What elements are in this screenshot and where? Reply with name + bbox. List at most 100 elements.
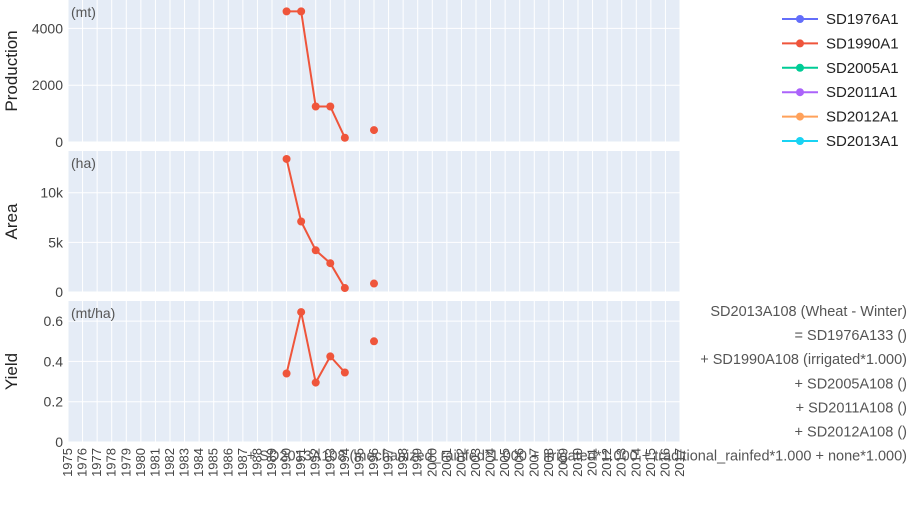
legend-label: SD2011A1 [826,84,897,101]
x-tick-label: 2013 [614,448,629,477]
x-tick-label: 1997 [381,448,396,477]
legend-marker [796,63,804,72]
x-tick-label: 1979 [118,448,133,477]
x-tick-label: 1982 [162,448,177,477]
legend-label: SD1990A1 [826,35,899,52]
data-point [326,352,335,361]
y-tick-label: 0 [55,134,63,150]
data-point [311,378,320,387]
legend-item: SD2005A1 [782,60,899,77]
legend-marker [796,137,804,145]
y-tick-label: 0.6 [44,313,64,329]
x-tick-label: 1995 [351,448,366,477]
y-axis-title: Yield [2,353,21,390]
x-tick-label: 2017 [672,448,687,477]
x-tick-label: 2002 [453,448,468,477]
unit-label: (mt) [71,4,96,20]
x-tick-label: 1981 [147,448,162,477]
x-tick-label: 1989 [264,448,279,477]
x-tick-label: 1985 [206,448,221,477]
y-tick-label: 2000 [32,77,63,93]
data-point [326,259,335,268]
data-point [311,246,320,255]
y-tick-label: 0.2 [44,394,64,410]
x-tick-label: 2006 [512,448,527,477]
unit-label: (ha) [71,155,96,171]
data-point [340,133,349,142]
x-tick-label: 1984 [191,448,206,477]
annotation-line: + SD2005A108 () [795,376,907,392]
x-tick-label: 1999 [410,448,425,477]
data-point [297,7,306,16]
x-tick-label: 2005 [497,448,512,477]
x-tick-label: 1990 [279,448,294,477]
legend-item: SD1990A1 [782,35,899,52]
annotation-line: + SD1990A108 (irrigated*1.000) [700,352,907,368]
y-tick-label: 4000 [32,20,63,36]
x-tick-label: 1977 [89,448,104,477]
x-tick-label: 2010 [570,448,585,477]
x-tick-label: 1986 [220,448,235,477]
data-point [340,368,349,377]
y-tick-label: 0.4 [44,353,64,369]
x-tick-label: 2015 [643,448,658,477]
annotation-line: SD2013A108 (Wheat - Winter) [710,304,907,320]
x-tick-label: 2000 [424,448,439,477]
x-tick-label: 2001 [439,448,454,477]
formula-annotation: SD2013A108 (Wheat - Winter) = SD1976A133 … [247,304,907,465]
data-point [340,284,349,293]
legend-label: SD2005A1 [826,60,899,77]
y-tick-label: 10k [40,185,64,201]
x-tick-label: 1991 [293,448,308,477]
legend-marker [796,39,804,48]
panel-production: 0 2000 4000 (mt) Production [2,0,681,150]
x-tick-label: 1998 [395,448,410,477]
data-point [297,308,306,317]
data-point [370,337,378,346]
unit-label: (mt/ha) [71,305,115,321]
x-tick-label: 1975 [60,448,75,477]
legend-item: SD2012A1 [782,109,899,126]
legend: SD1976A1 SD1990A1 SD2005A1 SD2011A1 SD2012A1… [782,11,899,150]
legend-item: SD1976A1 [782,11,899,28]
x-tick-label: 2007 [526,448,541,477]
x-axis: 1975 1976 1977 1978 1979 1980 1981 1982 1983 1984… [60,448,687,477]
x-tick-label: 2014 [628,448,643,477]
annotation-line: + SD2012A108 () [795,425,907,441]
x-tick-label: 2003 [468,448,483,477]
legend-marker [796,88,804,97]
legend-marker [796,15,804,23]
x-tick-label: 2009 [555,448,570,477]
x-tick-label: 1976 [75,448,90,477]
data-point [326,102,335,111]
x-tick-label: 1980 [133,448,148,477]
x-tick-label: 2012 [599,448,614,477]
x-tick-label: 1992 [308,448,323,477]
legend-item: SD2013A1 [782,133,899,150]
data-point [297,217,306,226]
x-tick-label: 1993 [322,448,337,477]
annotation-line: + SD2011A108 () [796,400,907,416]
x-tick-label: 2016 [657,448,672,477]
legend-label: SD2013A1 [826,133,899,150]
x-tick-label: 1994 [337,448,352,477]
legend-marker [796,112,804,121]
y-tick-label: 0 [55,434,63,450]
legend-label: SD1976A1 [826,11,899,28]
x-tick-label: 2004 [483,448,498,477]
legend-label: SD2012A1 [826,109,899,126]
data-point [311,102,320,111]
x-tick-label: 1988 [249,448,264,477]
x-tick-label: 2008 [541,448,556,477]
x-tick-label: 1983 [177,448,192,477]
y-tick-label: 0 [55,284,63,300]
data-point [282,154,291,163]
data-point [282,369,291,378]
legend-item: SD2011A1 [782,84,897,101]
panel-area: 0 5k 10k (ha) Area [2,151,681,300]
x-tick-label: 1996 [366,448,381,477]
data-point [282,7,291,16]
data-point [370,279,378,288]
x-tick-label: 1978 [104,448,119,477]
